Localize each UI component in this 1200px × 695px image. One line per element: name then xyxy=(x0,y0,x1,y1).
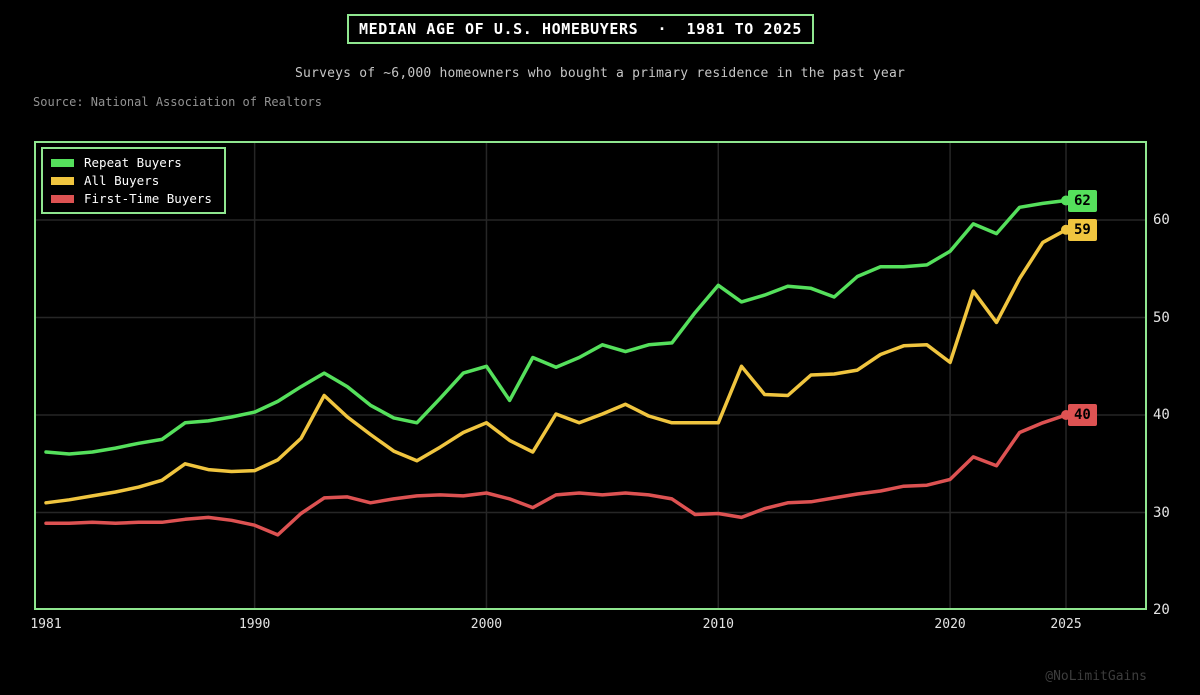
page-subtitle: Surveys of ~6,000 homeowners who bought … xyxy=(294,66,906,81)
legend-label-first-time-buyers: First-Time Buyers xyxy=(84,191,212,206)
x-tick-label-2000: 2000 xyxy=(470,617,503,632)
legend-item-all-buyers: All Buyers xyxy=(51,173,212,188)
series-line-first-time-buyers xyxy=(44,413,1068,537)
x-tick-label-2020: 2020 xyxy=(934,617,966,632)
legend-label-all-buyers: All Buyers xyxy=(84,173,160,188)
y-tick-label-40: 40 xyxy=(1153,407,1170,423)
legend-swatch-repeat-buyers xyxy=(51,158,74,167)
y-tick-label-30: 30 xyxy=(1153,504,1170,521)
x-tick-label-1981: 1981 xyxy=(30,617,62,632)
legend-label-repeat-buyers: Repeat Buyers xyxy=(84,155,182,170)
legend-item-first-time-buyers: First-Time Buyers xyxy=(51,191,212,206)
x-tick-label-2025: 2025 xyxy=(1050,617,1082,632)
x-tick-label-1990: 1990 xyxy=(238,617,271,632)
y-tick-label-50: 50 xyxy=(1153,309,1170,326)
legend-swatch-all-buyers xyxy=(51,176,74,185)
source-note: Source: National Association of Realtors xyxy=(33,95,322,109)
y-tick-label-60: 60 xyxy=(1153,212,1170,228)
legend: Repeat Buyers All Buyers First-Time Buye… xyxy=(41,147,226,214)
legend-swatch-first-time-buyers xyxy=(51,194,74,203)
y-tick-label-20: 20 xyxy=(1153,602,1170,618)
series-line-repeat-buyers xyxy=(44,198,1068,456)
plot-border xyxy=(34,141,1147,610)
series-line-all-buyers xyxy=(44,228,1068,505)
watermark: @NoLimitGains xyxy=(1045,669,1147,684)
legend-item-repeat-buyers: Repeat Buyers xyxy=(51,155,212,170)
x-tick-label-2010: 2010 xyxy=(702,617,734,632)
page-title: MEDIAN AGE OF U.S. HOMEBUYERS · 1981 TO … xyxy=(347,14,815,44)
end-label-first-time-buyers: 40 xyxy=(1068,404,1097,426)
end-label-all-buyers: 59 xyxy=(1068,218,1097,241)
end-label-repeat-buyers: 62 xyxy=(1068,189,1097,212)
